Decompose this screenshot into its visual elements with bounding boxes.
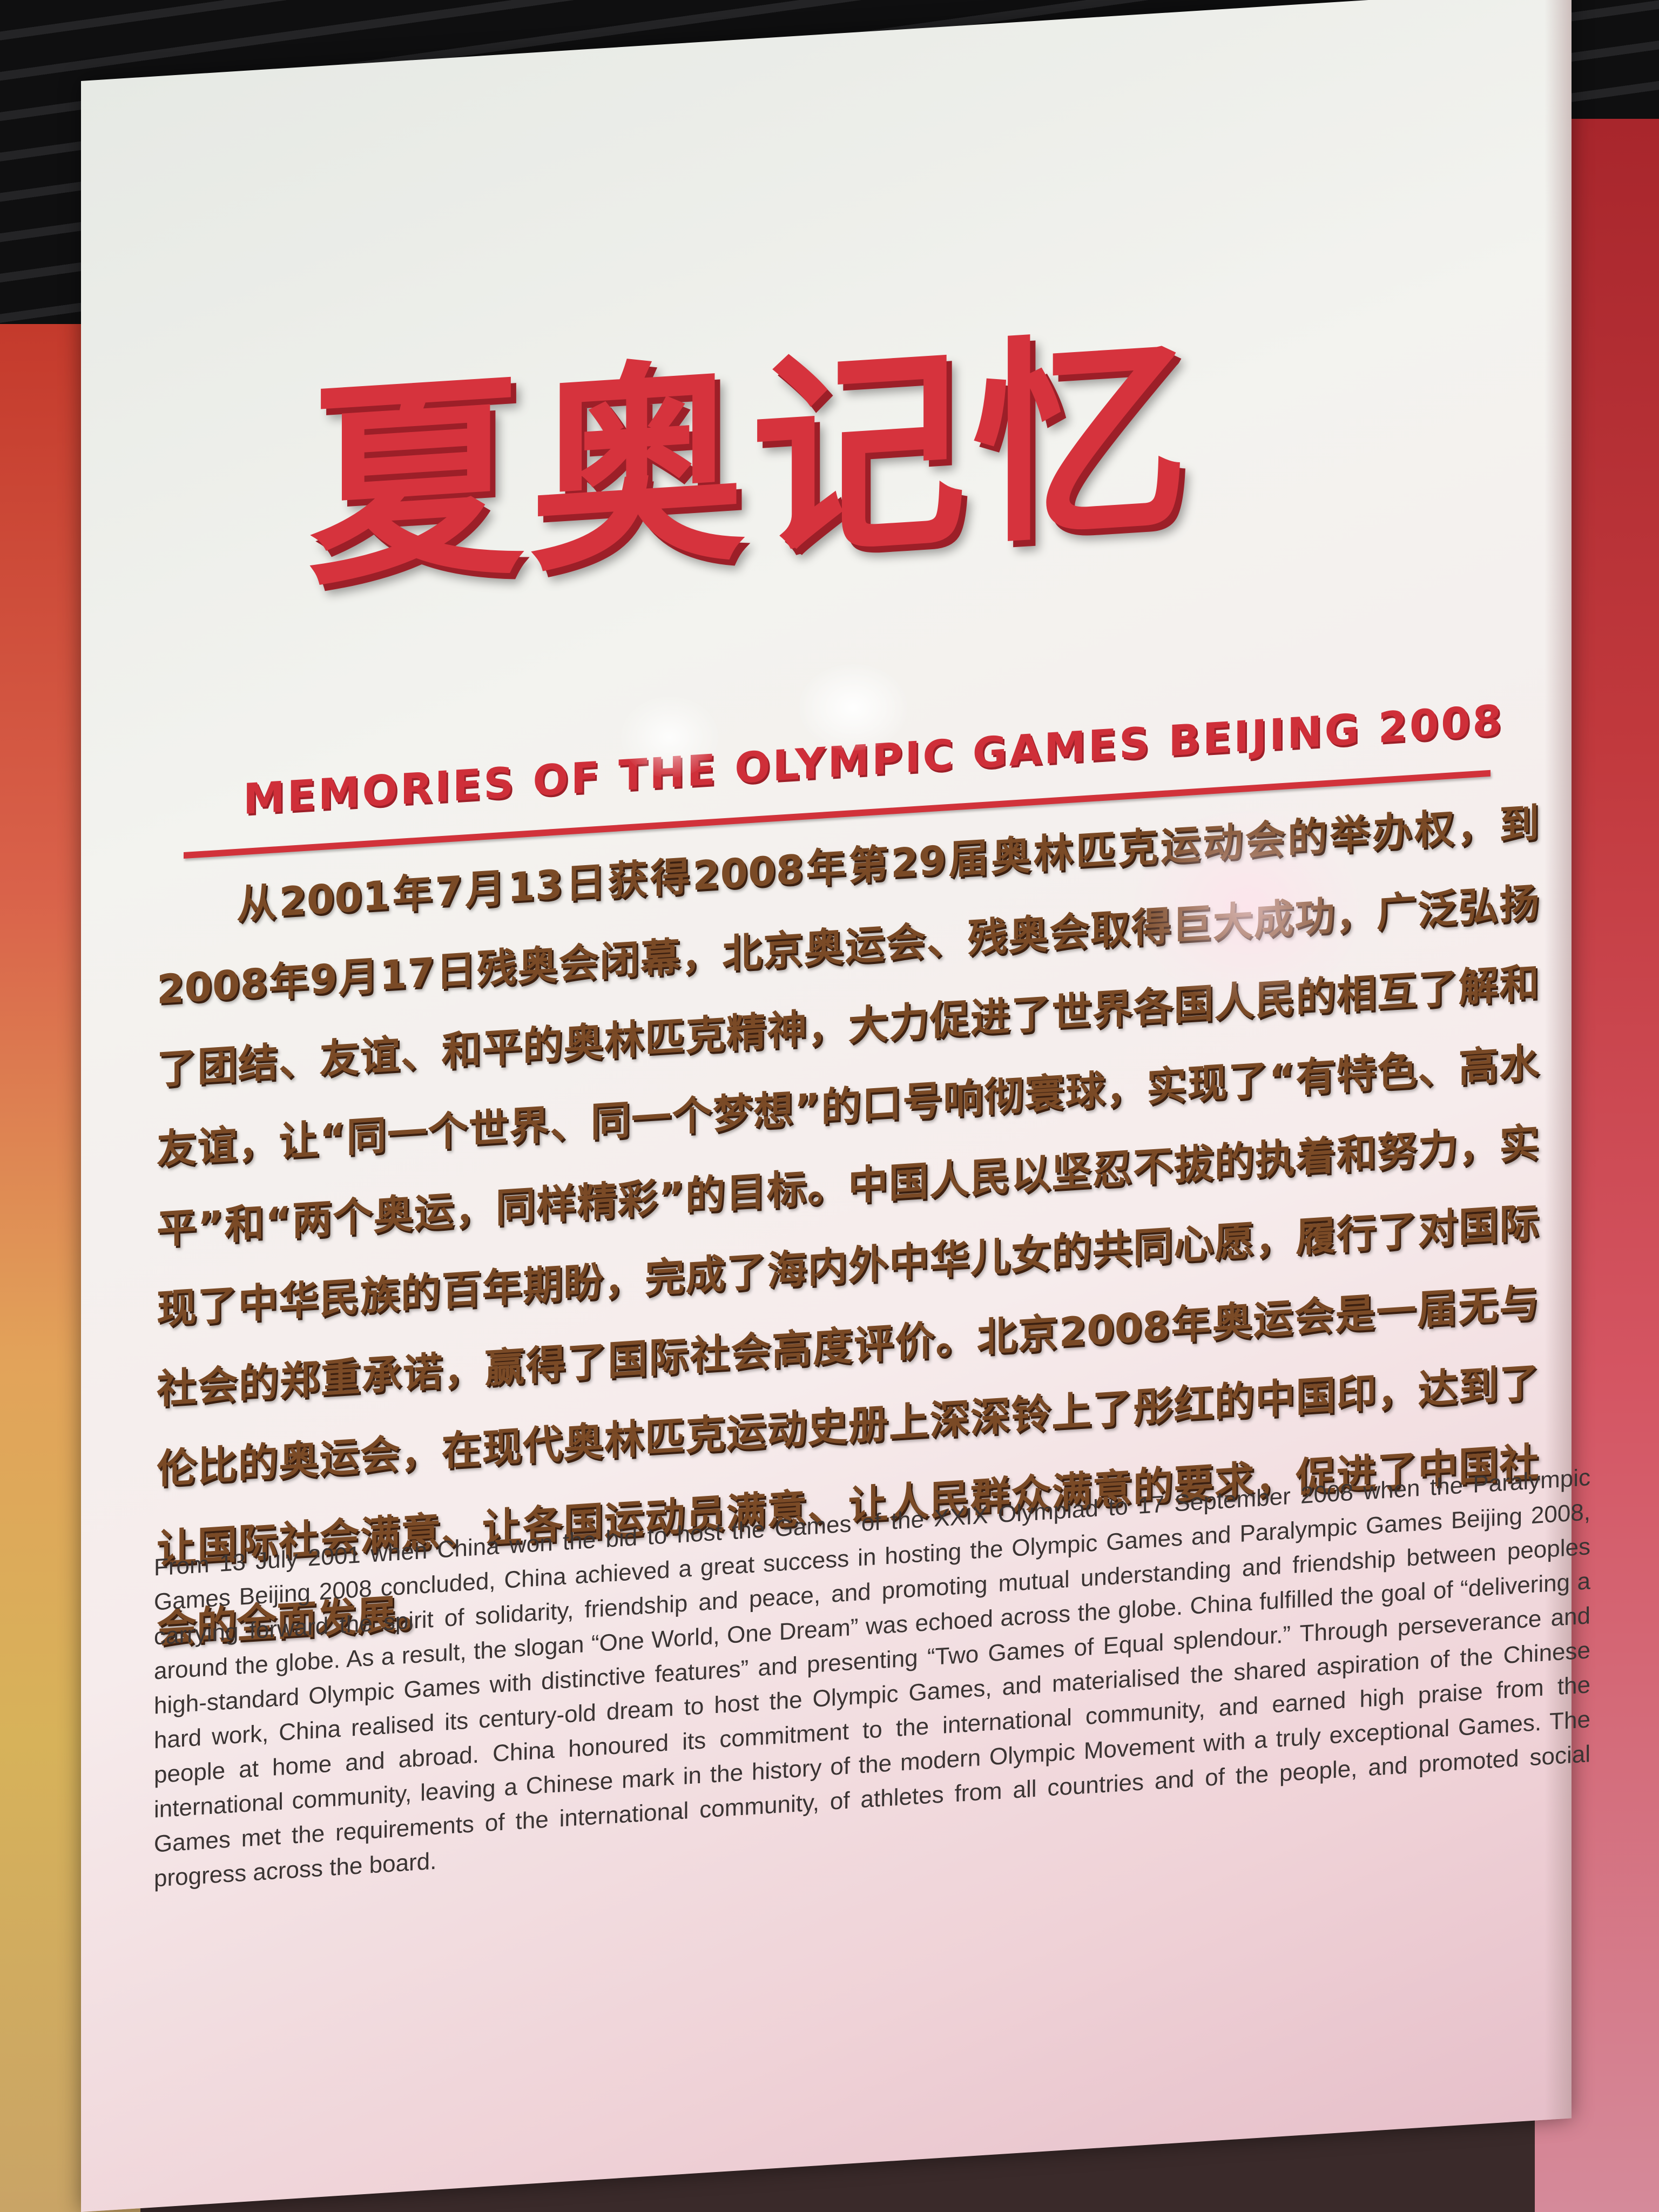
panel-content: 夏奥记忆 MEMORIES OF THE OLYMPIC GAMES BEIJI… [81,0,1590,2131]
panel-title-chinese: 夏奥记忆 [308,309,1193,616]
